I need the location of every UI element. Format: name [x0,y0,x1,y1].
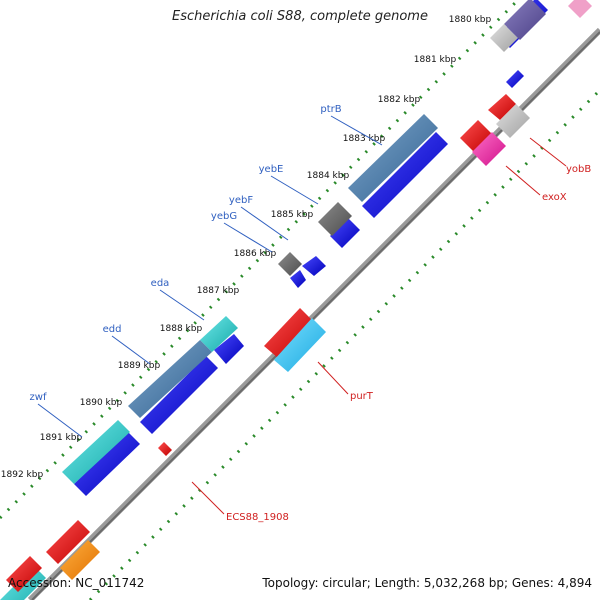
gene-leader-line [111,335,151,365]
tick-label: 1891 kbp [40,433,83,443]
tick-label: 1886 kbp [234,249,277,259]
gene-leader-line [270,175,319,205]
forward-cds[interactable] [362,132,448,218]
tick-label: 1883 kbp [343,134,386,144]
tick-label: 1885 kbp [271,210,314,220]
tick-label: 1892 kbp [1,470,44,480]
genome-summary-label: Topology: circular; Length: 5,032,268 bp… [262,576,592,590]
feature-block[interactable] [504,0,546,40]
forward-cds[interactable] [330,218,360,248]
forward-cds[interactable] [140,356,218,434]
gene-leader-line [330,115,383,146]
gene-label[interactable]: ptrB [320,104,341,115]
reverse-cds[interactable] [488,94,516,120]
tick-label: 1890 kbp [80,398,123,408]
forward-cds[interactable] [214,334,244,364]
tick-label: 1882 kbp [378,95,421,105]
forward-cds[interactable] [74,432,140,496]
gene-leader-line [159,289,205,321]
gene-leader-line [240,206,289,241]
reverse-cds[interactable] [46,520,90,564]
gene-label[interactable]: zwf [30,392,47,403]
tick-label: 1881 kbp [414,55,457,65]
reverse-cds[interactable] [60,540,100,580]
feature-block[interactable] [490,24,518,52]
gene-labels: ptrB yebE yebF yebG eda edd zwf yobB exoX purT ECS… [30,104,592,523]
tick-label: 1880 kbp [449,15,492,25]
gene-leader-line [505,165,541,196]
tick-label: 1888 kbp [160,324,203,334]
gene-leader-line [223,222,273,253]
gene-label[interactable]: purT [350,391,374,402]
tick-label: 1887 kbp [197,286,240,296]
forward-cds[interactable] [506,70,524,88]
tick-dots-outer [0,0,521,520]
reverse-cds[interactable] [264,308,314,358]
feature-block[interactable] [128,340,212,418]
reverse-cds[interactable] [6,556,42,592]
tick-label: 1884 kbp [307,171,350,181]
feature-block[interactable] [200,316,238,352]
gene-label[interactable]: eda [151,278,170,289]
gene-label[interactable]: ECS88_1908 [226,512,289,523]
reverse-cds[interactable] [472,132,506,166]
gene-leader-line [191,481,225,515]
gene-leader-line [37,403,83,438]
feature-track [0,0,546,600]
feature-block[interactable] [318,202,352,236]
tick-label: 1889 kbp [118,361,161,371]
gene-label[interactable]: yebF [229,195,253,206]
gene-label[interactable]: yebG [211,211,237,222]
reverse-cds-track [6,0,592,592]
gene-label[interactable]: yebE [259,164,284,175]
gene-label[interactable]: yobB [566,164,591,175]
feature-block[interactable] [278,252,302,276]
map-title: Escherichia coli S88, complete genome [172,9,428,24]
forward-cds[interactable] [302,256,326,276]
gene-leader-line [317,361,349,395]
forward-cds-track [74,0,548,496]
gene-label[interactable]: edd [103,324,122,335]
reverse-cds[interactable] [568,0,592,18]
reverse-cds[interactable] [496,104,530,138]
gene-leader-line [529,137,567,167]
reverse-cds[interactable] [274,318,326,372]
reverse-cds[interactable] [158,442,172,456]
gene-label[interactable]: exoX [542,192,567,203]
accession-label: Accession: NC_011742 [8,576,145,590]
feature-block[interactable] [62,420,130,484]
tick-dots-inner [88,88,600,600]
feature-block[interactable] [348,114,438,202]
forward-cds[interactable] [290,270,306,288]
tick-labels: 1880 kbp 1881 kbp 1882 kbp 1883 kbp 1884 kbp… [1,15,492,480]
reverse-cds[interactable] [460,120,492,152]
